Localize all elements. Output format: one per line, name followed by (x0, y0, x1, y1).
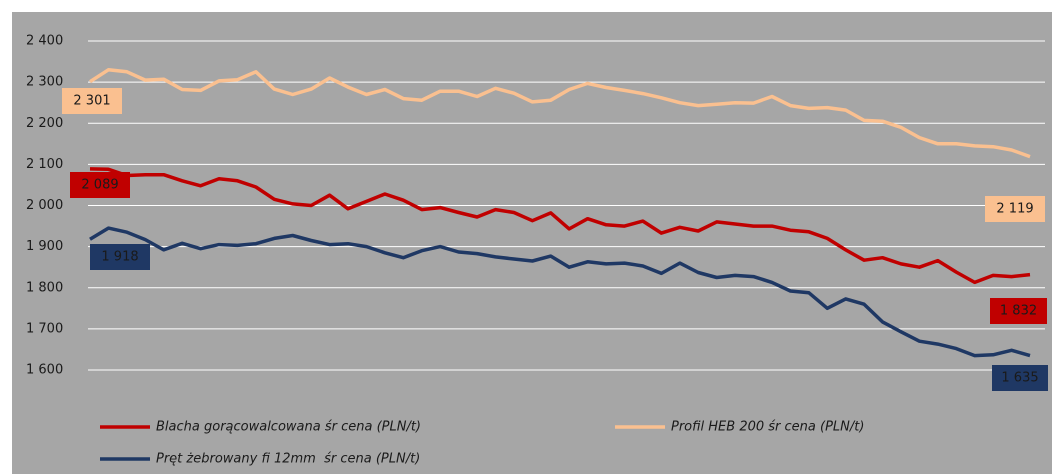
series-line (89, 226, 1031, 358)
data-label-box (70, 172, 130, 198)
data-label: 2 119 (996, 202, 1033, 217)
legend-label: Pręt żebrowany fi 12mm śr cena (PLN/t) (156, 452, 420, 467)
y-tick-label: 1 600 (26, 363, 63, 378)
y-tick-label: 2 200 (26, 116, 63, 131)
data-label-box (990, 298, 1047, 324)
data-label-box (62, 88, 122, 114)
legend-label: Profil HEB 200 śr cena (PLN/t) (671, 420, 864, 435)
y-tick-label: 1 900 (26, 239, 63, 254)
data-label: 1 635 (1001, 371, 1038, 386)
y-tick-label: 2 100 (26, 157, 63, 172)
y-tick-label: 2 400 (26, 34, 63, 49)
data-label-box (90, 244, 150, 270)
data-label-box (992, 365, 1048, 391)
y-tick-label: 1 800 (26, 280, 63, 295)
data-label-box (985, 196, 1045, 222)
y-tick-label: 1 700 (26, 321, 63, 336)
y-tick-label: 2 000 (26, 198, 63, 213)
legend-label: Blacha gorącowalcowana śr cena (PLN/t) (156, 420, 421, 435)
series-line (89, 68, 1031, 159)
data-label: 2 301 (73, 94, 110, 109)
data-label: 2 089 (81, 178, 118, 193)
data-label: 1 832 (1000, 304, 1037, 319)
series-line (89, 167, 1031, 285)
y-tick-label: 2 300 (26, 75, 63, 90)
data-label: 1 918 (101, 250, 138, 265)
